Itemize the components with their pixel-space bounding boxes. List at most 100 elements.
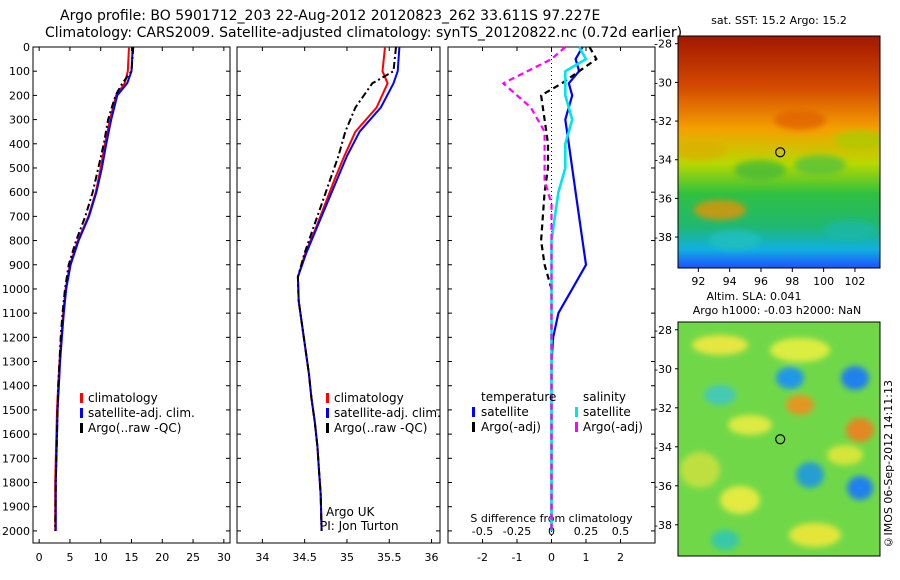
sla-patches	[680, 335, 874, 550]
depth-tick-label: 1000	[2, 283, 30, 296]
diff-xtick-label: 0	[548, 551, 555, 564]
temp-xtick-label: 30	[217, 551, 231, 564]
sst-lat-label: -34	[654, 154, 672, 167]
argo-uk-note: Argo UK	[326, 505, 375, 519]
profile-location-marker	[775, 147, 786, 158]
diff-series-line	[550, 46, 588, 531]
sal-diff-legend-swatch	[575, 422, 578, 432]
lon-tick-label: 96	[754, 275, 768, 288]
sst-map-title: sat. SST: 15.2 Argo: 15.2	[711, 14, 847, 27]
sst-patch	[678, 140, 726, 160]
temp-series-line	[54, 46, 135, 531]
temp-diff-legend-label: satellite	[481, 405, 529, 419]
sla-lat-label: -34	[654, 441, 672, 454]
salinity-diff-tick-label: -0.5	[472, 525, 493, 538]
sst-patch	[834, 130, 880, 150]
depth-tick-label: 1400	[2, 380, 30, 393]
sla-patch	[847, 476, 873, 500]
temp-axes-frame	[32, 46, 231, 544]
temp-xtick-label: 15	[125, 551, 139, 564]
pi-name-note: PI: Jon Turton	[320, 519, 399, 533]
temp-xtick-label: 10	[94, 551, 108, 564]
sst-patch	[734, 160, 786, 180]
plot-title-line2: Climatology: CARS2009. Satellite-adjuste…	[45, 25, 683, 41]
temp-legend-swatch	[80, 393, 83, 403]
sst-lat-label: -28	[654, 38, 672, 51]
sal-xtick-label: 36	[425, 551, 439, 564]
sla-patch	[827, 445, 863, 465]
salinity-diff-tick-label: 0	[548, 525, 555, 538]
sst-lat-label: -36	[654, 192, 672, 205]
sla-map-frame	[677, 321, 881, 557]
sst-map-frame	[677, 35, 881, 269]
depth-tick-label: 500	[9, 162, 30, 175]
sla-patch	[841, 366, 869, 390]
lon-tick-label: 102	[844, 275, 865, 288]
sal-legend-swatch	[326, 393, 329, 403]
sla-patch	[680, 452, 720, 488]
temp-legend-label: climatology	[88, 391, 158, 405]
sal-xtick-label: 35	[340, 551, 354, 564]
sal-legend-label: satellite-adj. clim.	[334, 406, 441, 420]
sal-xtick-label: 34	[255, 551, 269, 564]
sal-series-line	[296, 46, 397, 531]
sla-patch	[692, 335, 748, 355]
sal-diff-legend-label: satellite	[583, 405, 631, 419]
sla-patch	[720, 486, 760, 514]
temp-legend-swatch	[80, 408, 83, 418]
sst-map: -28 -30 -32 -34 -36 -38	[654, 35, 881, 269]
sla-patch	[776, 367, 804, 389]
depth-tick-label: 1600	[2, 428, 30, 441]
depth-tick-label: 900	[9, 259, 30, 272]
temp-legend-label: satellite-adj. clim.	[88, 406, 195, 420]
salinity-diff-tick-label: -0.25	[503, 525, 531, 538]
plot-title-line1: Argo profile: BO 5901712_203 22-Aug-2012…	[60, 8, 601, 24]
lon-tick-label: 98	[785, 275, 799, 288]
depth-tick-label: 1900	[2, 501, 30, 514]
sla-patch	[728, 415, 772, 435]
sal-series-line	[296, 46, 389, 531]
diff-xtick-label: 1	[583, 551, 590, 564]
sal-diff-legend-swatch	[575, 407, 578, 417]
depth-tick-label: 200	[9, 89, 30, 102]
temp-xtick-label: 20	[155, 551, 169, 564]
sal-panel: 34 34.5 35 35.5 36 climatologysatellite-adj. …	[236, 46, 441, 564]
depth-tick-label: 1700	[2, 452, 30, 465]
temp-xtick-label: 5	[66, 551, 73, 564]
sla-lat-label: -28	[654, 324, 672, 337]
sal-legend-label: climatology	[334, 391, 404, 405]
temp-xtick-label: 25	[186, 551, 200, 564]
salinity-diff-tick-label: 0.5	[612, 525, 630, 538]
sla-lat-label: -32	[654, 402, 672, 415]
sst-patch	[694, 200, 746, 220]
diff-xtick-label: 2	[617, 551, 624, 564]
temp-diff-legend-swatch	[472, 407, 475, 417]
sst-patches	[678, 110, 880, 250]
sal-xtick-label: 34.5	[292, 551, 317, 564]
temp-xtick-label: 0	[36, 551, 43, 564]
sla-map-title-line1: Altim. SLA: 0.041	[706, 290, 801, 303]
depth-tick-label: 1300	[2, 356, 30, 369]
sla-patch	[796, 462, 824, 488]
sla-lat-label: -36	[654, 480, 672, 493]
sal-axes-frame	[236, 46, 441, 544]
temp-series-line	[54, 46, 134, 531]
depth-tick-label: 0	[23, 41, 30, 54]
sla-patch	[846, 418, 874, 442]
sst-patch	[709, 230, 761, 250]
credit-stamp: ©IMOS 06-Sep-2012 14:11:13	[882, 380, 895, 549]
depth-tick-label: 100	[9, 65, 30, 78]
temp-legend-swatch	[80, 423, 83, 433]
temp-panel: 0100200300400500600700800900100011001200…	[2, 41, 231, 564]
sla-patch	[704, 385, 736, 405]
sla-field	[678, 322, 880, 556]
sla-lat-label: -30	[654, 363, 672, 376]
temp-diff-legend-label: Argo(-adj)	[481, 420, 541, 434]
diff-xtick-label: -1	[512, 551, 523, 564]
sla-patch	[786, 395, 814, 415]
salinity-diff-tick-label: 0.25	[574, 525, 599, 538]
sal-legend-swatch	[326, 408, 329, 418]
depth-tick-label: 400	[9, 138, 30, 151]
diff-panel: -2 -1 0 1 2-0.5 -0.25 0 0.25 0.5S difference fro…	[447, 46, 656, 564]
